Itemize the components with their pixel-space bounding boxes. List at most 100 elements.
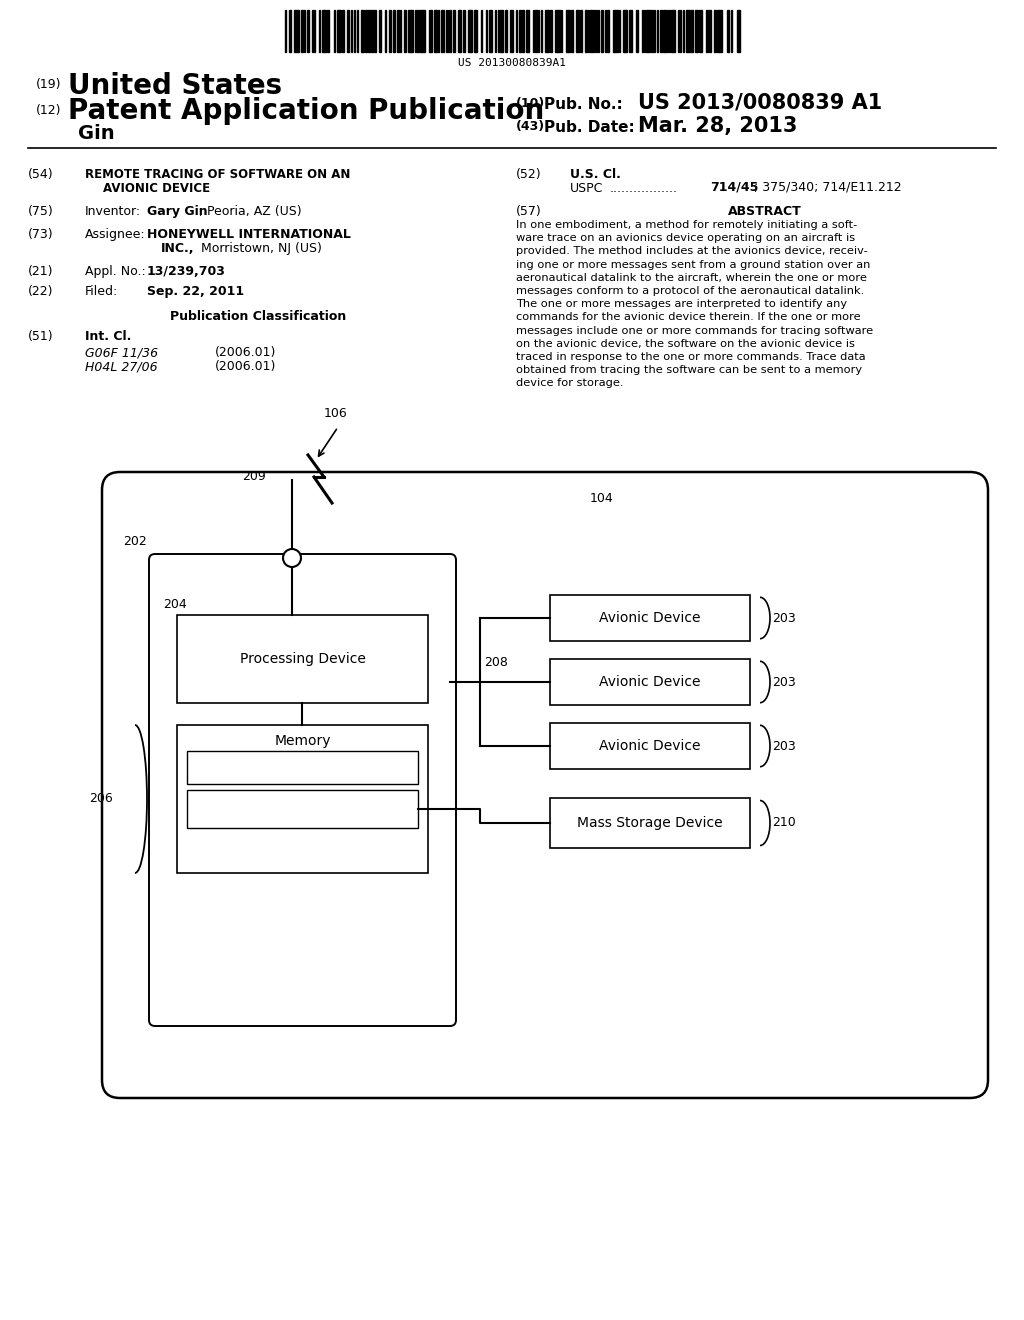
Bar [519,11,521,51]
Text: US 20130080839A1: US 20130080839A1 [458,58,566,69]
Text: Pub. No.:: Pub. No.: [544,96,623,112]
Text: (75): (75) [28,205,53,218]
Text: U.S. Cl.: U.S. Cl. [570,168,621,181]
Bar [550,595,750,642]
Bar [691,11,693,51]
Text: Appl. No.:: Appl. No.: [85,265,145,279]
Bar [408,11,413,51]
Bar [575,11,579,51]
Bar [307,11,309,51]
Text: 203: 203 [772,676,796,689]
Text: Remote Debugging Feature: Remote Debugging Feature [211,803,394,816]
Bar [585,11,587,51]
Bar [177,615,428,704]
Bar [337,11,341,51]
Bar [510,11,513,51]
Bar [550,799,750,847]
Bar [590,11,593,51]
Text: Gary Gin: Gary Gin [147,205,208,218]
Bar [545,11,549,51]
Bar [601,11,603,51]
Bar [289,11,291,51]
Text: (73): (73) [28,228,53,242]
Bar [717,11,722,51]
Text: commands for the avionic device therein. If the one or more: commands for the avionic device therein.… [516,313,860,322]
Bar [671,11,675,51]
Text: Sep. 22, 2011: Sep. 22, 2011 [147,285,244,298]
Bar [522,11,524,51]
Bar [706,11,708,51]
Bar [580,11,582,51]
Bar [187,789,418,828]
Text: obtained from tracing the software can be sent to a memory: obtained from tracing the software can b… [516,366,862,375]
Bar [417,11,419,51]
Text: messages include one or more commands for tracing software: messages include one or more commands fo… [516,326,873,335]
Bar [695,11,698,51]
Text: aeronautical datalink to the aircraft, wherein the one or more: aeronautical datalink to the aircraft, w… [516,273,867,282]
Text: on the avionic device, the software on the avionic device is: on the avionic device, the software on t… [516,339,855,348]
Bar [379,11,381,51]
Bar [550,723,750,770]
Text: ABSTRACT: ABSTRACT [728,205,802,218]
Text: (2006.01): (2006.01) [215,360,276,374]
Text: HONEYWELL INTERNATIONAL: HONEYWELL INTERNATIONAL [147,228,351,242]
Text: In one embodiment, a method for remotely initiating a soft-: In one embodiment, a method for remotely… [516,220,857,230]
Bar [365,11,367,51]
Bar [468,11,472,51]
Text: , Peoria, AZ (US): , Peoria, AZ (US) [199,205,302,218]
Bar [699,11,702,51]
Bar [389,11,391,51]
Text: (12): (12) [36,104,61,117]
Text: Inventor:: Inventor: [85,205,141,218]
Text: device for storage.: device for storage. [516,379,624,388]
Text: (22): (22) [28,285,53,298]
Text: (21): (21) [28,265,53,279]
Bar [550,659,750,705]
Bar [404,11,406,51]
Text: (19): (19) [36,78,61,91]
Bar [613,11,618,51]
Text: Avionic Device: Avionic Device [599,675,700,689]
Bar [555,11,560,51]
Text: Mar. 28, 2013: Mar. 28, 2013 [638,116,798,136]
Text: United States: United States [68,73,283,100]
Text: (10): (10) [516,96,545,110]
FancyBboxPatch shape [150,554,456,1026]
Bar [294,11,299,51]
Text: ing one or more messages sent from a ground station over an: ing one or more messages sent from a gro… [516,260,870,269]
Text: Publication Classification: Publication Classification [170,310,346,323]
Bar [374,11,376,51]
Bar [607,11,609,51]
Text: INC.,: INC., [161,242,195,255]
Bar [636,11,638,51]
Bar [429,11,432,51]
Bar [434,11,437,51]
Bar [651,11,653,51]
Text: US 2013/0080839 A1: US 2013/0080839 A1 [638,92,883,114]
Bar [663,11,666,51]
Text: Filed:: Filed: [85,285,118,298]
Bar [623,11,627,51]
FancyBboxPatch shape [102,473,988,1098]
Text: .................: ................. [610,182,678,195]
Bar [660,11,662,51]
Bar [646,11,650,51]
Text: 203: 203 [772,739,796,752]
Text: traced in response to the one or more commands. Trace data: traced in response to the one or more co… [516,352,865,362]
Text: 106: 106 [324,407,348,420]
Text: Gin: Gin [78,124,115,143]
Text: 13/239,703: 13/239,703 [147,265,226,279]
Text: USPC: USPC [570,182,603,195]
Bar [342,11,344,51]
Text: G06F 11/36: G06F 11/36 [85,346,158,359]
Text: Avionic Device: Avionic Device [599,739,700,752]
Bar [463,11,465,51]
Text: ; 375/340; 714/E11.212: ; 375/340; 714/E11.212 [754,180,901,193]
Bar [327,11,329,51]
Bar [371,11,373,51]
Text: provided. The method includes at the avionics device, receiv-: provided. The method includes at the avi… [516,247,867,256]
Bar [566,11,570,51]
Bar [347,11,349,51]
Bar [550,11,552,51]
Text: H04L 27/06: H04L 27/06 [85,360,158,374]
